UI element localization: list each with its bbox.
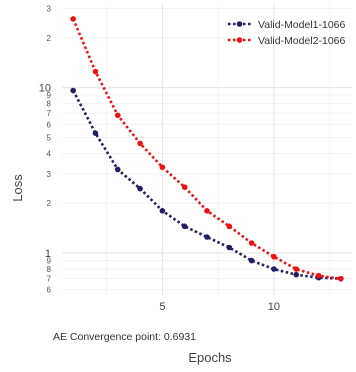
y-tick-label: 9 (47, 257, 52, 266)
series-2-point (70, 16, 76, 22)
y-tick-label: 8 (47, 265, 52, 274)
series-2-point (271, 253, 277, 260)
y-tick-label: 4 (47, 149, 52, 158)
series-1-point (70, 87, 76, 94)
series-2-point (338, 275, 344, 282)
y-tick-label: 3 (47, 5, 52, 14)
series-2-point (315, 272, 322, 279)
y-tick-label: 8 (47, 100, 52, 109)
series-2-point (248, 240, 255, 246)
legend-label: Valid-Model1-1066 (258, 19, 346, 31)
y-tick-label: 6 (47, 120, 52, 129)
series-2-point (181, 184, 188, 190)
series-2-point (114, 112, 121, 119)
y-tick-label: 10 (39, 83, 51, 95)
y-tick-label: 2 (47, 34, 52, 43)
x-axis-title: Epochs (188, 350, 232, 365)
series-1-point (92, 130, 99, 137)
series-1-point (226, 244, 233, 251)
series-1-point (159, 208, 166, 214)
y-tick-label: 1 (45, 248, 51, 260)
series-1-point (181, 223, 188, 230)
series-2-point (226, 223, 233, 230)
legend-swatch-marker (236, 37, 243, 43)
legend-swatch-marker (236, 21, 243, 27)
y-tick-label: 7 (47, 275, 52, 284)
series-1-point (114, 166, 121, 173)
series-1-point (137, 185, 143, 192)
y-axis-title: Loss (10, 174, 25, 202)
y-tick-label: 2 (47, 199, 52, 208)
series-2-point (204, 208, 210, 214)
y-tick-label: 5 (47, 133, 52, 142)
series-1-point (293, 271, 300, 278)
series-2-point (159, 164, 166, 171)
y-tick-label: 3 (47, 170, 52, 179)
series-1-point (204, 234, 210, 240)
series-2-point (293, 266, 300, 272)
y-tick-label: 9 (47, 91, 52, 100)
y-tick-label: 6 (47, 286, 52, 295)
x-axis-ticks: 5 10 (159, 301, 280, 313)
series-1-point (271, 266, 277, 272)
legend: Valid-Model1-1066 Valid-Model2-1066 (228, 19, 346, 47)
grid-lines (62, 4, 352, 296)
x-tick-label: 5 (159, 301, 165, 313)
series-layer (70, 16, 344, 282)
series-2-point (92, 68, 99, 75)
legend-label: Valid-Model2-1066 (258, 35, 346, 47)
series-line-1 (72, 89, 341, 280)
series-1-point (248, 257, 255, 264)
x-tick-label: 10 (268, 301, 280, 313)
convergence-annotation: AE Convergence point: 0.6931 (53, 331, 196, 343)
series-2-point (137, 140, 143, 147)
y-tick-label: 7 (47, 109, 52, 118)
